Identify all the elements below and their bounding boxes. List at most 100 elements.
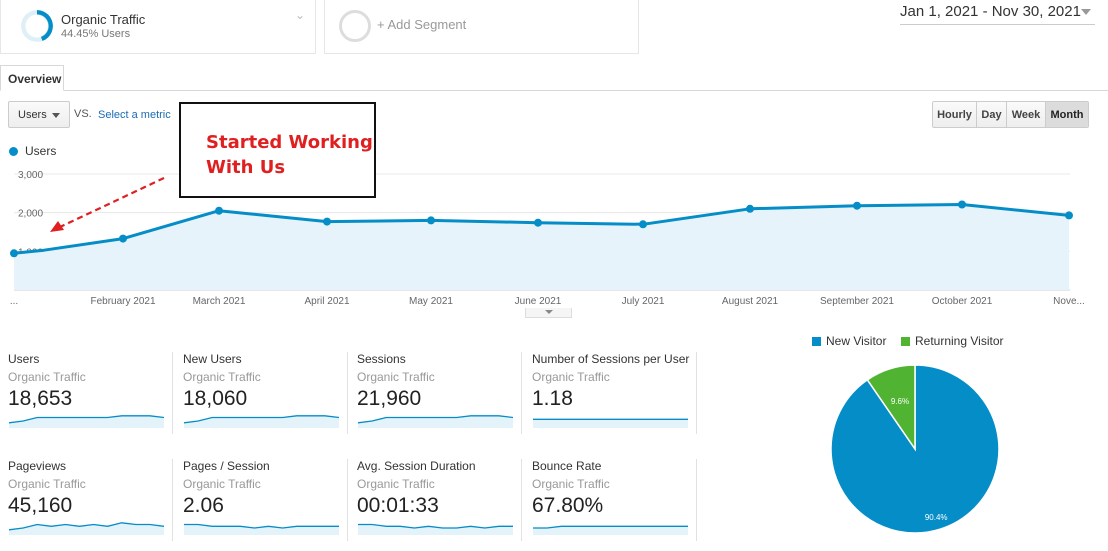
legend-label: New Visitor: [826, 334, 887, 348]
scorecard-segment: Organic Traffic: [357, 477, 435, 491]
sparkline: [358, 523, 513, 535]
scorecard-label: Bounce Rate: [532, 459, 602, 473]
time-granularity-group: Hourly Day Week Month: [932, 101, 1089, 128]
scorecard-segment: Organic Traffic: [183, 370, 261, 384]
annotation-arrow: [59, 177, 165, 228]
legend-swatch: [812, 336, 821, 346]
visitor-pie-chart: 90.4% 9.6%: [830, 364, 1000, 534]
collapse-chart-toggle[interactable]: [525, 308, 572, 318]
pie-slice-returning-visitor: [866, 364, 916, 452]
hourly-button[interactable]: Hourly: [933, 102, 977, 127]
segment-subtitle: 44.45% Users: [61, 28, 131, 40]
day-button[interactable]: Day: [977, 102, 1007, 127]
date-range-label: Jan 1, 2021 - Nov 30, 2021: [900, 3, 1081, 20]
x-tick-label: July 2021: [622, 296, 665, 307]
annotation-box: Started Working With Us: [179, 102, 376, 198]
metric-dropdown[interactable]: Users: [8, 101, 70, 128]
scorecard-number-of-sessions-per-user[interactable]: Number of Sessions per User Organic Traff…: [532, 352, 697, 434]
sparkline-line: [8, 522, 165, 531]
legend-swatch: [901, 336, 910, 346]
month-button[interactable]: Month: [1046, 102, 1088, 127]
scorecard-new-users[interactable]: New Users Organic Traffic 18,060: [183, 352, 348, 434]
add-segment-button[interactable]: + Add Segment: [324, 0, 639, 54]
tab-overview[interactable]: Overview: [0, 65, 64, 91]
scorecard-segment: Organic Traffic: [532, 370, 610, 384]
metric-dropdown-value: Users: [18, 109, 47, 121]
scorecard-users[interactable]: Users Organic Traffic 18,653: [8, 352, 173, 434]
scorecard-value: 45,160: [8, 494, 73, 517]
sparkline-area: [533, 419, 688, 428]
scorecard-divider: [172, 352, 173, 434]
x-tick-label: August 2021: [722, 296, 779, 307]
x-tick-label: ...: [10, 296, 18, 307]
data-point: [323, 217, 331, 226]
x-tick-label: February 2021: [90, 296, 155, 307]
scorecard-value: 2.06: [183, 494, 224, 517]
x-tick-label: September 2021: [820, 296, 894, 307]
caret-down-icon: [545, 310, 553, 314]
x-tick-label: May 2021: [409, 296, 453, 307]
sparkline-area: [358, 415, 513, 428]
scorecard-divider: [521, 352, 522, 434]
pie-slice-label: 9.6%: [891, 397, 909, 406]
scorecard-value: 00:01:33: [357, 494, 439, 517]
sparkline-line: [358, 523, 513, 529]
scorecard-divider: [696, 459, 697, 541]
add-segment-ring-icon: [339, 10, 371, 42]
data-point: [958, 200, 966, 209]
x-tick-label: March 2021: [193, 296, 246, 307]
scorecard-segment: Organic Traffic: [532, 477, 610, 491]
data-point: [639, 220, 647, 229]
scorecard-pages-session[interactable]: Pages / Session Organic Traffic 2.06: [183, 459, 348, 541]
x-tick-label: Nove...: [1053, 296, 1085, 307]
scorecard-divider: [521, 459, 522, 541]
add-segment-label: + Add Segment: [377, 17, 467, 32]
scorecard-divider: [696, 352, 697, 434]
y-tick-label: 2,000: [18, 209, 43, 220]
users-area: [14, 204, 1069, 290]
data-point: [119, 234, 127, 243]
sparkline: [8, 415, 165, 428]
scorecard-label: Avg. Session Duration: [357, 459, 476, 473]
x-tick-label: April 2021: [304, 296, 349, 307]
scorecard-bounce-rate[interactable]: Bounce Rate Organic Traffic 67.80%: [532, 459, 697, 541]
scorecard-label: New Users: [183, 352, 242, 366]
pie-slice-label: 90.4%: [925, 513, 948, 522]
scorecard-label: Pageviews: [8, 459, 67, 473]
scorecard-segment: Organic Traffic: [8, 370, 86, 384]
week-button[interactable]: Week: [1007, 102, 1046, 127]
scorecard-value: 18,653: [8, 387, 73, 410]
scorecard-value: 21,960: [357, 387, 422, 410]
x-tick-label: June 2021: [515, 296, 562, 307]
sparkline: [533, 525, 688, 535]
sparkline: [533, 418, 688, 428]
sparkline: [8, 522, 165, 535]
select-metric-link[interactable]: Select a metric: [98, 109, 171, 121]
sparkline: [184, 523, 339, 535]
scorecard-label: Number of Sessions per User: [532, 352, 690, 366]
scorecard-label: Sessions: [357, 352, 406, 366]
scorecard-divider: [172, 459, 173, 541]
data-point: [534, 218, 542, 227]
scorecard-value: 67.80%: [532, 494, 604, 517]
legend-users-label: Users: [25, 144, 57, 158]
scorecard-avg-session-duration[interactable]: Avg. Session Duration Organic Traffic 00:0…: [357, 459, 522, 541]
date-range-picker[interactable]: Jan 1, 2021 - Nov 30, 2021: [900, 3, 1095, 25]
scorecard-divider: [347, 459, 348, 541]
chevron-down-icon[interactable]: ⌄: [294, 8, 305, 22]
sparkline: [357, 415, 514, 428]
arrow-head-icon: [50, 221, 64, 232]
scorecard-segment: Organic Traffic: [183, 477, 261, 491]
x-tick-label: October 2021: [932, 296, 993, 307]
legend-label: Returning Visitor: [915, 334, 1004, 348]
annotation-text: Started Working With Us: [206, 132, 373, 178]
scorecard-value: 1.18: [532, 387, 573, 410]
scorecard-sessions[interactable]: Sessions Organic Traffic 21,960: [357, 352, 522, 434]
segment-organic-traffic[interactable]: Organic Traffic 44.45% Users ⌄: [0, 0, 316, 54]
vs-label: VS.: [74, 108, 92, 120]
scorecard-pageviews[interactable]: Pageviews Organic Traffic 45,160: [8, 459, 173, 541]
data-point: [427, 216, 435, 225]
scorecard-segment: Organic Traffic: [357, 370, 435, 384]
sparkline-line: [533, 525, 688, 529]
